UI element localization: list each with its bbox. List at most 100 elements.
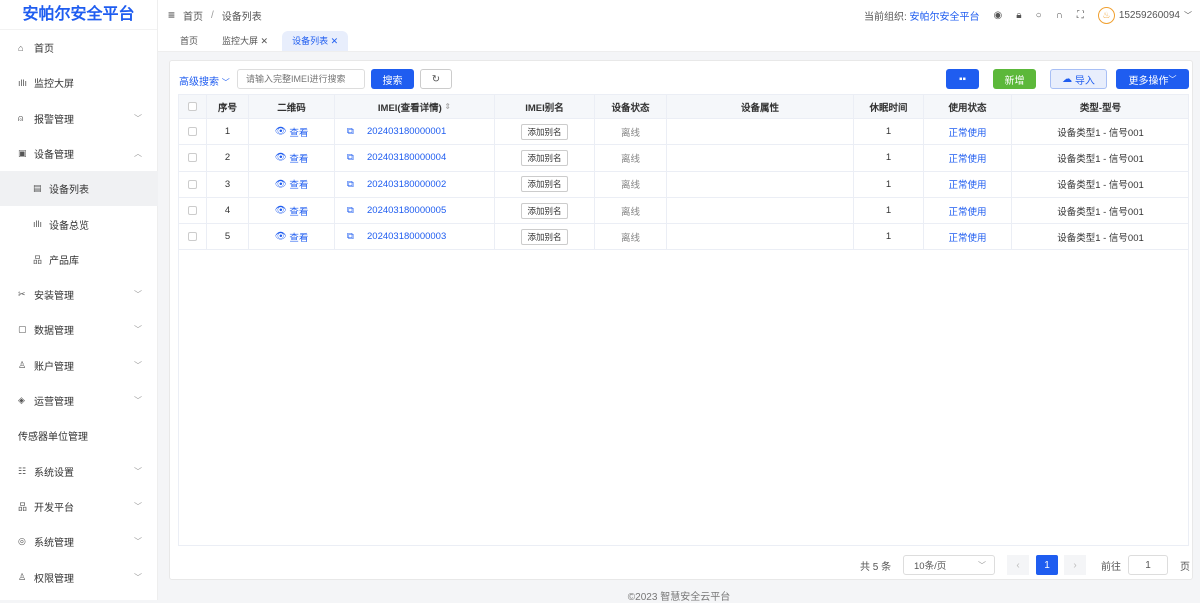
org-name[interactable]: 安帕尔安全平台: [909, 11, 980, 23]
page-1-button[interactable]: 1: [1036, 555, 1058, 575]
cell-no: 4: [207, 197, 249, 224]
sidebar-item[interactable]: ▢ 数据管理 ﹀: [0, 312, 158, 347]
refresh-button[interactable]: ↻: [420, 69, 452, 89]
sidebar-item[interactable]: ♙ 权限管理 ﹀: [0, 560, 158, 595]
add-alias-button[interactable]: 添加别名: [521, 176, 568, 193]
sidebar-item[interactable]: ıllı 设备总览: [0, 207, 158, 242]
sidebar-item[interactable]: ıllı 监控大屏: [0, 65, 158, 100]
system-icon: ◎: [18, 536, 26, 547]
org-label: 当前组织:: [863, 11, 907, 23]
goto-page-input[interactable]: 1: [1128, 555, 1168, 575]
fullscreen-icon[interactable]: ⛶: [1076, 9, 1084, 21]
add-alias-button[interactable]: 添加别名: [521, 228, 568, 245]
operation-icon: ◈: [18, 395, 25, 405]
row-checkbox[interactable]: [188, 179, 197, 189]
cell-status: 离线: [595, 145, 667, 171]
chevron-icon: ﹀: [134, 572, 142, 582]
add-alias-button[interactable]: 添加别名: [521, 149, 568, 166]
sidebar-item[interactable]: ✂ 安装管理 ﹀: [0, 277, 158, 312]
copy-icon[interactable]: ⧉: [347, 178, 354, 190]
sidebar-item[interactable]: 品开发平台 ﹀: [0, 489, 158, 524]
col-type: 类型-型号: [1012, 95, 1188, 118]
more-actions-button[interactable]: 更多操作 ﹀: [1116, 69, 1189, 89]
chevron-icon: ﹀: [134, 360, 142, 370]
copy-icon[interactable]: ⧉: [347, 231, 354, 243]
row-checkbox[interactable]: [188, 206, 197, 216]
add-button[interactable]: 新增: [993, 69, 1036, 89]
view-qrcode-link[interactable]: 👁︎ 查看: [249, 145, 335, 171]
imei-link[interactable]: 202403180000005: [367, 205, 447, 217]
sidebar-item[interactable]: ⌂ 首页: [0, 30, 158, 65]
user-name[interactable]: 15259260094: [1118, 9, 1180, 21]
breadcrumb-home[interactable]: 首页: [183, 11, 204, 23]
bell-icon[interactable]: ∩: [1055, 9, 1063, 21]
tab-monitor[interactable]: 监控大屏 ✕: [222, 36, 269, 46]
imei-link[interactable]: 202403180000001: [367, 126, 447, 138]
copy-icon[interactable]: ⧉: [347, 205, 354, 217]
eye-icon[interactable]: ◉: [993, 9, 1003, 21]
sidebar-item[interactable]: ▣ 设备管理 ︿: [0, 136, 158, 171]
col-imei[interactable]: IMEI(查看详情) ⇕: [335, 95, 495, 118]
row-checkbox[interactable]: [188, 232, 197, 242]
page-size-select[interactable]: 10条/页 ﹀: [903, 555, 995, 575]
sidebar: 安帕尔安全平台 ⌂ 首页 ıllı 监控大屏 ⍝ 报警管理 ﹀ ▣ 设备管理 ︿ ▤ 设备列表 ıllı…: [0, 0, 158, 600]
advanced-search-toggle[interactable]: 高级搜索 ﹀: [179, 77, 230, 88]
cell-use-status: 正常使用: [924, 119, 1012, 145]
add-alias-button[interactable]: 添加别名: [521, 123, 568, 140]
imei-search-input[interactable]: [237, 69, 365, 89]
search-button[interactable]: 搜索: [371, 69, 414, 89]
prev-page-button[interactable]: ‹: [1007, 555, 1029, 575]
copy-icon[interactable]: ⧉: [347, 152, 354, 164]
col-qrcode: 二维码: [249, 95, 335, 118]
imei-link[interactable]: 202403180000003: [367, 231, 447, 243]
view-qrcode-link[interactable]: 👁︎ 查看: [249, 197, 335, 224]
sidebar-item-label: 开发平台: [34, 502, 74, 514]
sidebar-item[interactable]: ◈ 运营管理 ﹀: [0, 383, 158, 418]
cell-attr: [667, 171, 854, 197]
imei-link[interactable]: 202403180000002: [367, 178, 447, 190]
select-all-checkbox[interactable]: [188, 102, 197, 111]
menu-toggle-icon[interactable]: ≡: [168, 8, 176, 22]
lock-icon[interactable]: 🔒︎: [1016, 9, 1022, 21]
sidebar-item[interactable]: ♙ 账户管理 ﹀: [0, 348, 158, 383]
sidebar-item[interactable]: ◎ 系统管理 ﹀: [0, 524, 158, 559]
sidebar-item-label: 设备总览: [49, 220, 89, 232]
chevron-icon: ﹀: [134, 537, 142, 547]
sidebar-item-label: 安装管理: [34, 291, 74, 303]
sidebar-item-label: 监控大屏: [34, 79, 74, 91]
tab-bar: 首页 监控大屏 ✕ 设备列表 ✕: [158, 30, 1200, 52]
copy-icon[interactable]: ⧉: [347, 126, 354, 138]
avatar[interactable]: ♨: [1097, 6, 1115, 24]
row-checkbox[interactable]: [188, 127, 197, 137]
sort-icon: ⇕: [444, 102, 452, 111]
sidebar-item[interactable]: 传感器单位管理: [0, 418, 158, 453]
view-qrcode-link[interactable]: 👁︎ 查看: [249, 171, 335, 197]
permission-icon: ♙: [18, 571, 27, 582]
search-icon[interactable]: ○: [1035, 9, 1042, 21]
view-qrcode-link[interactable]: 👁︎ 查看: [249, 224, 335, 250]
imei-link[interactable]: 202403180000004: [367, 152, 447, 164]
device-table: 序号 二维码 IMEI(查看详情) ⇕ IMEI别名 设备状态 设备属性 休眠时…: [178, 94, 1189, 546]
settings-icon: ☷: [18, 465, 27, 476]
sidebar-item[interactable]: ▤ 设备列表: [0, 171, 158, 207]
view-qrcode-link[interactable]: 👁︎ 查看: [249, 119, 335, 145]
sidebar-item[interactable]: ☷ 系统设置 ﹀: [0, 454, 158, 489]
sidebar-item-label: 设备管理: [34, 149, 74, 161]
tab-device-list[interactable]: 设备列表 ✕: [282, 31, 349, 51]
tab-home[interactable]: 首页: [180, 36, 199, 46]
grid-view-button[interactable]: ▪▪: [946, 69, 979, 89]
refresh-icon: ↻: [431, 73, 441, 85]
chevron-icon: ﹀: [134, 325, 142, 335]
close-icon[interactable]: ✕: [330, 36, 339, 46]
import-button[interactable]: ☁ 导入: [1050, 69, 1107, 89]
next-page-button[interactable]: ›: [1064, 555, 1086, 575]
col-status: 设备状态: [595, 95, 667, 118]
sidebar-item[interactable]: ⍝ 报警管理 ﹀: [0, 101, 158, 136]
row-checkbox[interactable]: [188, 153, 197, 163]
chevron-down-icon[interactable]: ﹀: [1184, 10, 1192, 20]
add-alias-button[interactable]: 添加别名: [521, 202, 568, 219]
close-icon[interactable]: ✕: [260, 36, 269, 46]
cell-attr: [667, 145, 854, 171]
cell-use-status: 正常使用: [924, 145, 1012, 171]
sidebar-item[interactable]: 品产品库: [0, 242, 158, 277]
